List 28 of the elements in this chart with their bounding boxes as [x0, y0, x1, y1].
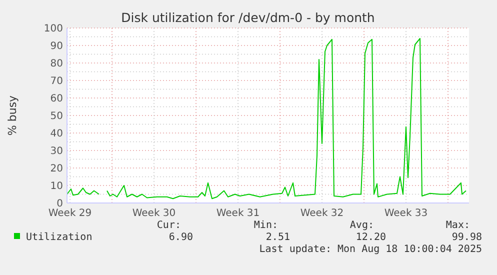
text: Avg:: [350, 220, 374, 231]
text: 6.90: [168, 232, 193, 243]
text: Cur:: [156, 220, 181, 231]
text: 99.98: [452, 232, 482, 243]
x-tick-label: Week 33: [384, 208, 428, 219]
y-tick-label: 40: [50, 128, 63, 140]
x-tick-label: Week 29: [48, 208, 92, 219]
y-tick-label: 60: [50, 94, 63, 104]
y-tick-label: 70: [50, 76, 63, 87]
y-tick-label: 30: [50, 146, 63, 157]
y-tick-label: 80: [50, 58, 63, 70]
y-tick-label: 100: [44, 24, 63, 34]
text: 2.51: [266, 232, 290, 243]
chart-title: Disk utilization for /dev/dm-0 - by month: [121, 10, 375, 25]
y-tick-label: 90: [50, 41, 63, 52]
y-tick-label: 0: [56, 198, 63, 210]
y-tick-label: 50: [50, 111, 63, 122]
x-tick-label: Week 30: [132, 208, 176, 219]
text: 12.20: [356, 232, 386, 243]
y-tick-label: 20: [50, 164, 63, 174]
legend-label: Utilization: [26, 232, 92, 243]
text: Min:: [254, 220, 278, 231]
x-tick-label: Week 32: [300, 208, 344, 219]
y-tick-label: 10: [50, 181, 63, 192]
text: Max:: [446, 220, 470, 231]
x-tick-label: Week 31: [216, 208, 260, 219]
text: Last update: Mon Aug 18 10:00:04 2025: [259, 244, 482, 255]
y-axis-title: % busy: [6, 94, 19, 136]
